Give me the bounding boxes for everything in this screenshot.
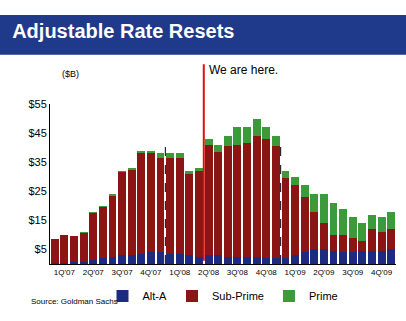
svg-text:3Q'09: 3Q'09 (342, 268, 364, 277)
svg-text:1Q'07: 1Q'07 (54, 268, 76, 277)
svg-text:4Q'08: 4Q'08 (256, 268, 278, 277)
svg-text:$55: $55 (28, 98, 46, 110)
svg-text:($B): ($B) (62, 69, 79, 79)
svg-text:We are here.: We are here. (209, 63, 278, 77)
svg-text:4Q'07: 4Q'07 (140, 268, 162, 277)
svg-text:1Q'08: 1Q'08 (169, 268, 191, 277)
svg-text:1Q'09: 1Q'09 (285, 268, 307, 277)
svg-text:2Q'09: 2Q'09 (313, 268, 335, 277)
svg-text:$25: $25 (28, 185, 46, 197)
svg-text:Adjustable Rate Resets: Adjustable Rate Resets (12, 20, 234, 42)
svg-text:Sub-Prime: Sub-Prime (212, 290, 264, 302)
svg-text:3Q'08: 3Q'08 (227, 268, 249, 277)
svg-text:2Q'08: 2Q'08 (198, 268, 220, 277)
svg-text:Alt-A: Alt-A (143, 290, 168, 302)
svg-text:$35: $35 (28, 156, 46, 168)
svg-text:3Q'07: 3Q'07 (112, 268, 134, 277)
svg-text:$45: $45 (28, 127, 46, 139)
svg-text:$5: $5 (35, 243, 47, 255)
svg-text:2Q'07: 2Q'07 (83, 268, 105, 277)
svg-text:$15: $15 (28, 214, 46, 226)
svg-text:Source: Goldman Sachs: Source: Goldman Sachs (31, 297, 118, 306)
svg-text:Prime: Prime (309, 290, 338, 302)
svg-text:4Q'09: 4Q'09 (371, 268, 393, 277)
